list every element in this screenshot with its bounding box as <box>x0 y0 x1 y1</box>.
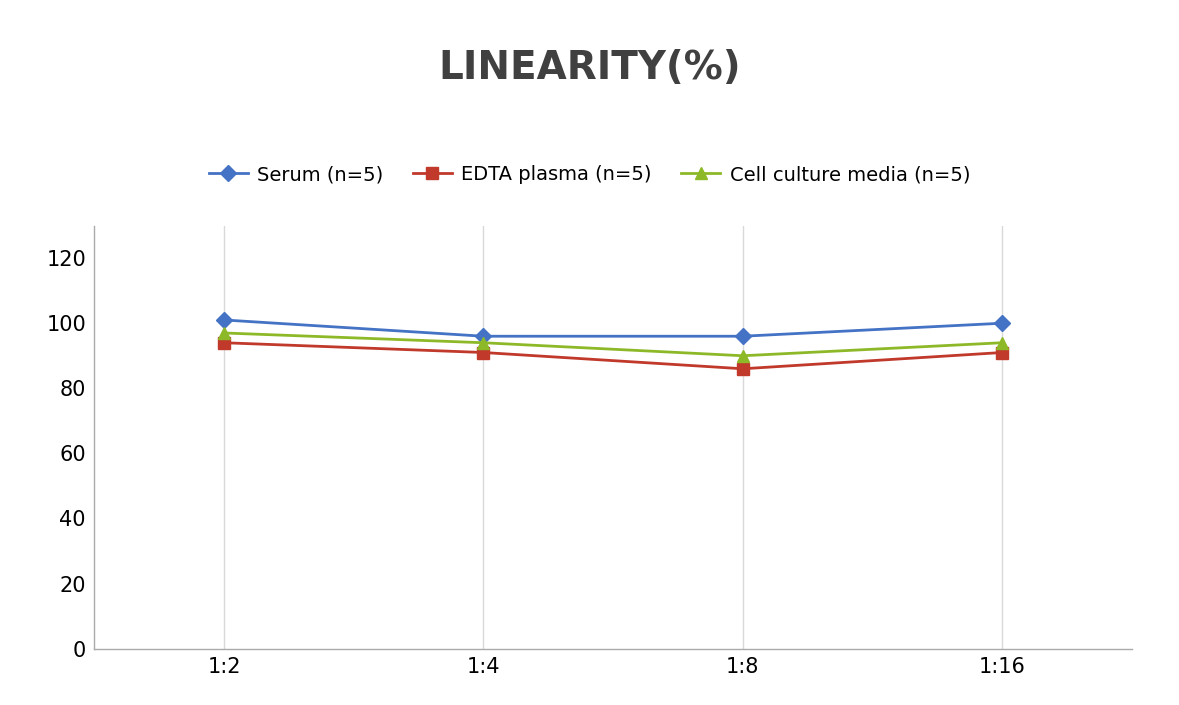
Cell culture media (n=5) <box>736 352 750 360</box>
Line: EDTA plasma (n=5): EDTA plasma (n=5) <box>218 337 1008 374</box>
Cell culture media (n=5) <box>217 329 231 337</box>
Serum (n=5) <box>476 332 490 341</box>
Line: Serum (n=5): Serum (n=5) <box>218 314 1008 342</box>
Legend: Serum (n=5), EDTA plasma (n=5), Cell culture media (n=5): Serum (n=5), EDTA plasma (n=5), Cell cul… <box>209 165 970 184</box>
Serum (n=5) <box>217 316 231 324</box>
Cell culture media (n=5) <box>995 338 1009 347</box>
EDTA plasma (n=5) <box>995 348 1009 357</box>
Text: LINEARITY(%): LINEARITY(%) <box>439 49 740 87</box>
Line: Cell culture media (n=5): Cell culture media (n=5) <box>218 327 1008 361</box>
Cell culture media (n=5) <box>476 338 490 347</box>
EDTA plasma (n=5) <box>476 348 490 357</box>
Serum (n=5) <box>736 332 750 341</box>
EDTA plasma (n=5) <box>736 364 750 373</box>
EDTA plasma (n=5) <box>217 338 231 347</box>
Serum (n=5) <box>995 319 1009 327</box>
